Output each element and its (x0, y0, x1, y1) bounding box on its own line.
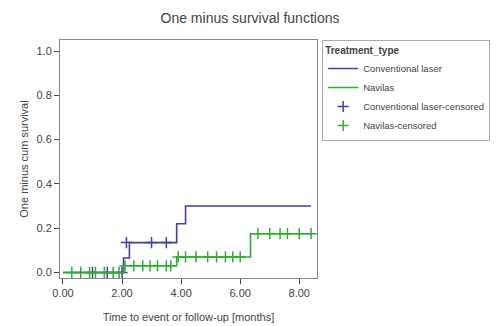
svg-text:One minus survival functions: One minus survival functions (161, 10, 340, 26)
svg-text:0.6: 0.6 (37, 133, 52, 145)
svg-text:0.8: 0.8 (37, 89, 52, 101)
svg-text:Navilas: Navilas (363, 82, 394, 93)
svg-text:1.0: 1.0 (37, 45, 52, 57)
svg-text:Conventional laser: Conventional laser (363, 63, 442, 74)
svg-text:0.00: 0.00 (52, 287, 73, 299)
svg-text:Navilas-censored: Navilas-censored (363, 120, 436, 131)
svg-text:Treatment_type: Treatment_type (325, 45, 399, 56)
svg-text:Time to event or follow-up [mo: Time to event or follow-up [months] (103, 311, 274, 323)
svg-text:One minus cum survival: One minus cum survival (18, 100, 30, 217)
svg-text:0.0: 0.0 (37, 266, 52, 278)
svg-text:0.2: 0.2 (37, 222, 52, 234)
svg-text:0.4: 0.4 (37, 178, 52, 190)
svg-text:6.00: 6.00 (229, 287, 250, 299)
svg-text:8.00: 8.00 (289, 287, 310, 299)
svg-text:Conventional laser-censored: Conventional laser-censored (363, 101, 484, 112)
svg-text:4.00: 4.00 (170, 287, 191, 299)
svg-text:2.00: 2.00 (111, 287, 132, 299)
